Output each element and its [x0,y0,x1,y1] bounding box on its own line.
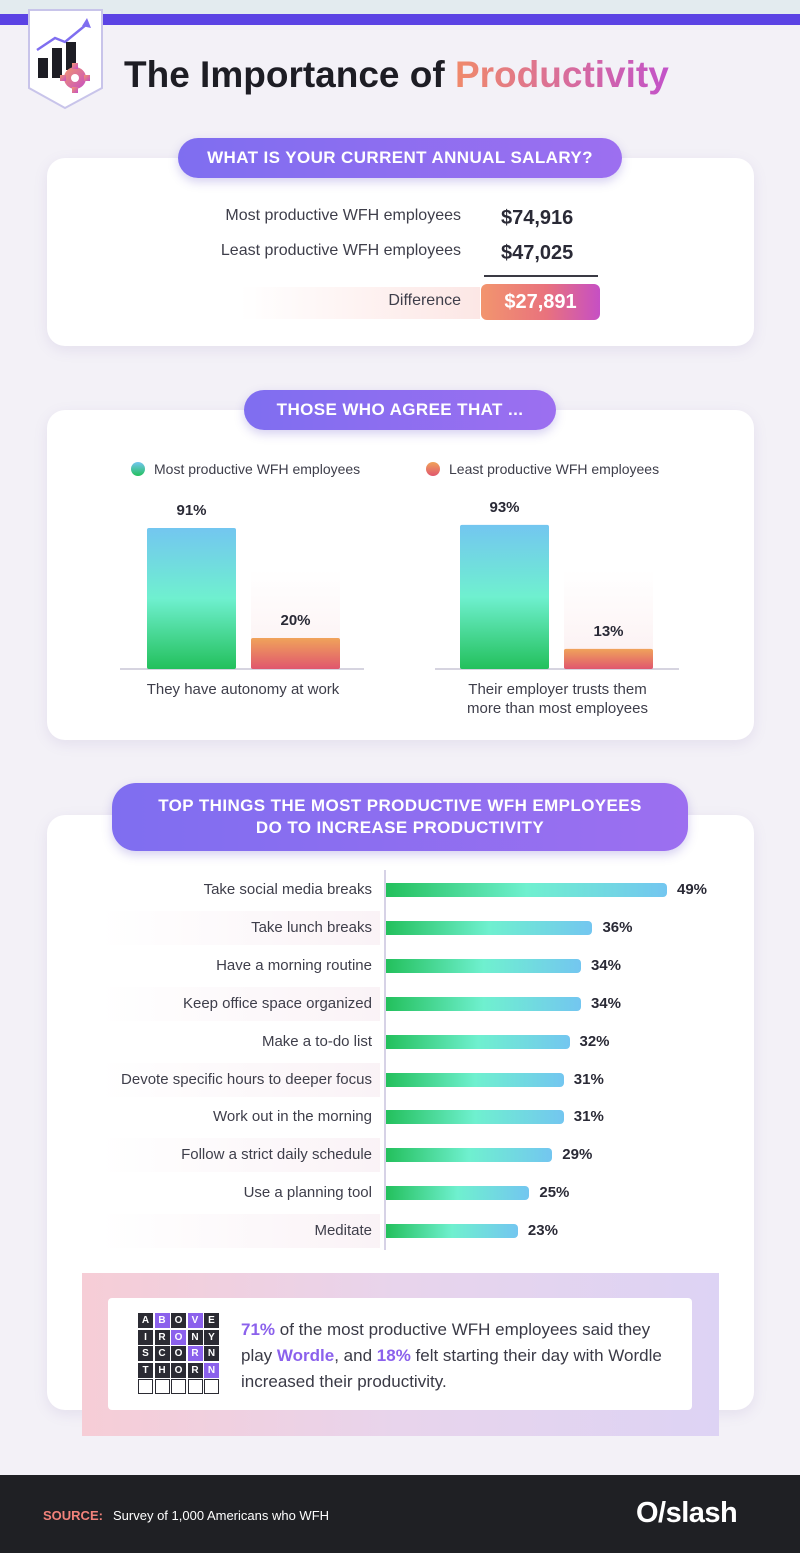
salary-row-label: Most productive WFH employees [225,207,461,224]
wordle-tile: N [187,1329,203,1345]
wordle-tile: O [171,1362,186,1378]
bar [386,920,593,935]
wordle-tile [154,1379,170,1394]
wordle-tile: S [138,1346,153,1361]
title-text: The Importance of [124,54,455,95]
bar-category-label: Take lunch breaks [251,918,372,936]
row-highlight [100,1062,380,1097]
bar-value-label: 23% [527,1222,558,1240]
bar-category-label: Devote specific hours to deeper focus [121,1070,372,1088]
wordle-tile: I [138,1329,153,1345]
wordle-text-part3: felt starting their day with Wordle incr… [241,1346,662,1391]
chart-caption-trust-line1: Their employer trusts them [468,681,647,698]
wordle-tile: E [204,1313,219,1328]
wordle-tile [138,1379,153,1394]
wordle-tile: A [138,1313,153,1328]
bar-category-label: Work out in the morning [213,1108,372,1126]
difference-label: Difference [388,292,461,309]
legend-most: Most productive WFH employees [154,461,361,477]
top-strip [0,0,800,14]
salary-row-label: Least productive WFH employees [220,242,461,259]
wordle-word: Wordle [276,1346,335,1365]
salary-divider [484,275,598,277]
bar-category-label: Have a morning routine [216,956,372,974]
bar-value-label: 29% [562,1146,593,1164]
wordle-tile: V [187,1313,203,1328]
wordle-tile: C [154,1346,170,1361]
bar-category-label: Use a planning tool [243,1184,372,1202]
bar-value-label: 31% [573,1070,604,1088]
difference-value: $27,891 [481,284,600,320]
wordle-text-part2: , and [334,1346,377,1365]
row-highlight [100,986,380,1021]
bar-value-label: 25% [539,1184,570,1202]
difference-highlight [240,287,480,319]
wordle-tile: O [171,1313,186,1328]
bar [386,1072,564,1087]
wordle-tile: Y [204,1329,219,1345]
legend-least: Least productive WFH employees [449,461,660,477]
bar [386,883,667,897]
bar [386,958,581,973]
bar-chart-gear-icon [27,8,104,110]
bar-value-label: 31% [573,1108,604,1126]
legend-swatch-most [131,462,145,476]
salary-row-value: $47,025 [501,242,574,264]
wordle-tile: N [204,1346,219,1361]
wordle-tile [204,1379,219,1394]
wordle-tile [187,1379,203,1394]
wordle-statement: 71% of the most productive WFH employees… [241,1317,671,1395]
top-things-heading: TOP THINGS THE MOST PRODUCTIVE WFH EMPLO… [112,783,688,851]
row-highlight [100,910,380,945]
chart-caption-trust-line2: more than most employees [467,700,648,717]
wordle-tile: O [171,1329,186,1345]
bar-category-label: Keep office space organized [182,994,372,1012]
bar [386,1186,530,1201]
footer [0,1475,800,1553]
legend-swatch-least [426,462,440,476]
top-accent-bar [0,14,800,25]
bar-value-label: 32% [579,1032,610,1050]
bar [386,996,581,1011]
page-title: The Importance of Productivity [124,54,669,96]
bar [386,1110,564,1125]
agree-heading: THOSE WHO AGREE THAT ... [244,390,556,430]
wordle-stat-pct1: 71% [241,1320,276,1339]
top-things-heading-line2: DO TO INCREASE PRODUCTIVITY [255,818,545,837]
bar-value-label: 34% [590,956,621,974]
source-text: Survey of 1,000 Americans who WFH [113,1508,330,1523]
salary-row-value: $74,916 [501,207,574,229]
bar [386,1034,570,1049]
wordle-tile [171,1379,186,1394]
bar-category-label: Take social media breaks [203,881,372,898]
wordle-tile: T [138,1362,153,1378]
wordle-tile: R [187,1346,203,1361]
row-highlight [100,1138,380,1173]
bar-value-label: 34% [590,994,621,1012]
brand-logo[interactable]: O/slash [636,1497,738,1529]
bar [386,1148,553,1163]
wordle-stat-pct2: 18% [376,1346,411,1365]
bar-value-label: 36% [602,918,633,936]
source-label: SOURCE: [43,1508,103,1523]
wordle-tile: N [204,1362,219,1378]
title-accent-text: Productivity [454,54,669,95]
bar-chart-axis [384,870,386,1250]
wordle-tile: R [154,1329,170,1345]
bar [386,1224,518,1239]
bar-category-label: Make a to-do list [261,1032,372,1050]
top-things-heading-line1: TOP THINGS THE MOST PRODUCTIVE WFH EMPLO… [158,796,642,815]
wordle-text-part1: of the most productive WFH employees sai… [241,1320,651,1365]
bar-category-label: Meditate [314,1222,372,1240]
row-highlight [100,1214,380,1249]
wordle-tile: H [154,1362,170,1378]
chart-caption-autonomy: They have autonomy at work [146,681,340,698]
wordle-tile: R [187,1362,203,1378]
salary-heading: WHAT IS YOUR CURRENT ANNUAL SALARY? [178,138,622,178]
wordle-tile: O [171,1346,186,1361]
bar-category-label: Follow a strict daily schedule [181,1146,372,1164]
wordle-tile: B [154,1313,170,1328]
bar-value-label: 49% [677,881,708,898]
